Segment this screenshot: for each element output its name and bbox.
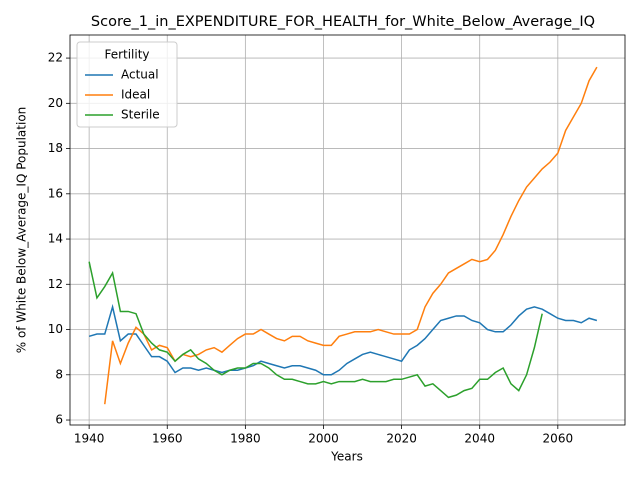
y-tick-label: 22 [48,51,63,65]
y-tick-label: 8 [55,367,63,381]
data-line [88,303,598,376]
y-axis-label: % of White Below_Average_IQ Population [15,107,29,354]
data-line [88,261,543,399]
y-tick-label: 20 [48,96,63,110]
y-tick-label: 14 [48,232,63,246]
data-line [104,66,598,405]
chart-title: Score_1_in_EXPENDITURE_FOR_HEALTH_for_Wh… [91,14,595,30]
x-tick-label: 1960 [152,432,183,446]
plot-frame [69,34,626,426]
x-tick-label: 2060 [543,432,574,446]
y-tick-label: 10 [48,322,63,336]
x-tick-label: 1940 [74,432,105,446]
legend-box [76,41,178,128]
y-tick-label: 18 [48,141,63,155]
x-axis-label: Years [330,450,363,464]
legend-label: Ideal [121,88,150,102]
x-tick-label: 2000 [308,432,339,446]
legend-label: Actual [121,68,159,82]
legend-title: Fertility [104,48,149,62]
y-tick-label: 6 [55,413,63,427]
x-tick-label: 2020 [386,432,417,446]
legend-label: Sterile [121,108,160,122]
y-tick-label: 16 [48,186,63,200]
x-tick-label: 2040 [464,432,495,446]
x-tick-label: 1980 [230,432,261,446]
y-tick-label: 12 [48,277,63,291]
